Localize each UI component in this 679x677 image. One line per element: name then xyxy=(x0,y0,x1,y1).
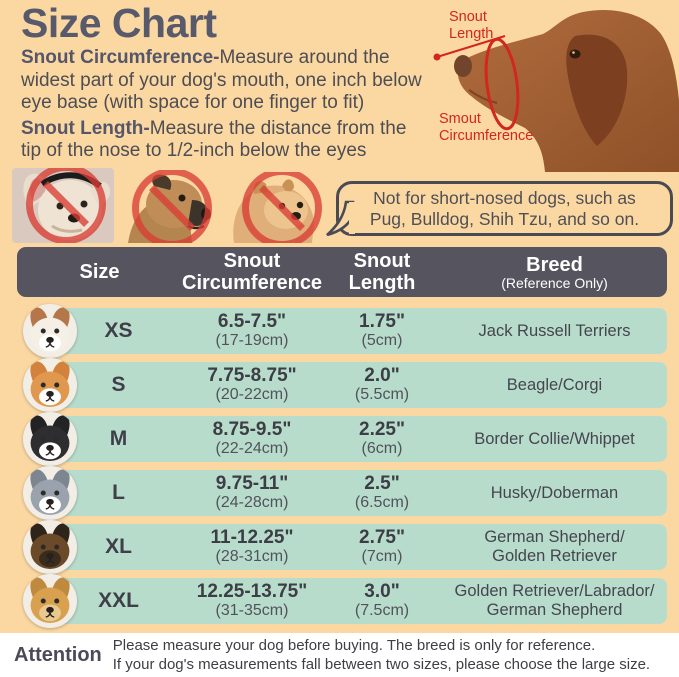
border-collie-avatar xyxy=(23,412,77,466)
pug-photo xyxy=(118,170,220,243)
attention-text: Please measure your dog before buying. T… xyxy=(112,637,651,673)
circumference-cell: 9.75-11" (24-28cm) xyxy=(215,473,289,512)
attention-label: Attention xyxy=(14,643,102,666)
table-row: S 7.75-8.75" (20-22cm) 2.0" (5.5cm) Beagle… xyxy=(17,358,667,412)
size-value: XL xyxy=(105,535,132,558)
instruction-line: Snout Circumference-Measure around the xyxy=(21,47,390,68)
size-value: L xyxy=(112,481,125,504)
instruction-line: tip of the nose to 1/2-inch below the ey… xyxy=(21,140,367,161)
snout-circumference-label: Smout Circumference xyxy=(439,111,534,144)
circumference-cell: 12.25-13.75" (31-35cm) xyxy=(196,581,308,620)
golden-retriever-avatar xyxy=(23,574,77,628)
corgi-avatar xyxy=(23,358,77,412)
breed-cell: Golden Retriever/Labrador/German Shepher… xyxy=(454,582,655,619)
table-row: XL 11-12.25" (28-31cm) 2.75" (7cm) German … xyxy=(17,520,667,574)
french-bulldog-photo xyxy=(12,168,114,243)
col-header-snout-circumference: Snout Circumference xyxy=(182,250,323,294)
col-header-snout-length: Snout Length xyxy=(348,250,416,294)
instruction-line: widest part of your dog's mouth, one inc… xyxy=(21,69,422,91)
page-title: Size Chart xyxy=(21,0,217,46)
breed-cell: German Shepherd/Golden Retriever xyxy=(484,528,625,565)
table-row: XS 6.5-7.5" (17-19cm) 1.75" (5cm) Jack Rus… xyxy=(17,304,667,358)
no-sign-icon xyxy=(242,172,322,243)
breed-cell: Husky/Doberman xyxy=(490,483,619,502)
col-header-breed: Breed (Reference Only) xyxy=(501,253,608,291)
length-cell: 2.0" (5.5cm) xyxy=(354,365,410,404)
breed-cell: Border Collie/Whippet xyxy=(474,429,635,448)
col-header-size: Size xyxy=(79,261,120,283)
no-sign-icon xyxy=(26,168,106,243)
instruction-line: eye base (with space for one finger to f… xyxy=(21,92,365,113)
no-sign-icon xyxy=(132,170,212,243)
snout-length-label: Snout Length xyxy=(449,9,494,42)
size-value: S xyxy=(111,373,126,396)
snout-length-line xyxy=(436,35,506,58)
measure-dot-icon xyxy=(433,53,441,61)
bubble-tail xyxy=(326,200,355,236)
breed-cell: Jack Russell Terriers xyxy=(478,321,631,340)
snout-circumference-term: Snout Circumference- xyxy=(21,47,220,68)
husky-avatar xyxy=(23,466,77,520)
length-cell: 2.25" (6cm) xyxy=(359,419,405,458)
jack-russell-terrier-avatar xyxy=(23,304,77,358)
size-table-header: Size Snout Circumference Snout Length Br… xyxy=(17,247,667,297)
instruction-line: Snout Length-Measure the distance from t… xyxy=(21,117,407,139)
table-row: XXL 12.25-13.75" (31-35cm) 3.0" (7.5cm) Go… xyxy=(17,574,667,628)
breed-cell: Beagle/Corgi xyxy=(506,375,603,394)
circumference-cell: 11-12.25" (28-31cm) xyxy=(210,527,294,566)
length-cell: 3.0" (7.5cm) xyxy=(354,581,410,620)
vizsla-head-illustration xyxy=(433,10,679,172)
length-cell: 2.5" (6.5cm) xyxy=(354,473,410,512)
size-value: M xyxy=(109,427,128,450)
length-cell: 2.75" (7cm) xyxy=(359,527,405,566)
warning-bubble: Not for short-nosed dogs, such as Pug, B… xyxy=(326,181,673,236)
attention-bar: Attention Please measure your dog before… xyxy=(0,633,679,677)
circumference-cell: 8.75-9.5" (22-24cm) xyxy=(212,419,292,458)
size-value: XXL xyxy=(98,589,139,612)
measuring-instructions: Snout Circumference-Measure around the w… xyxy=(21,47,422,163)
dog-head-measurement-diagram: Snout Length Smout Circumference xyxy=(425,0,679,172)
table-row: L 9.75-11" (24-28cm) 2.5" (6.5cm) Husky/Do… xyxy=(17,466,667,520)
snout-length-term: Snout Length- xyxy=(21,117,150,139)
length-cell: 1.75" (5cm) xyxy=(359,311,405,350)
german-shepherd-avatar xyxy=(23,520,77,574)
pomeranian-photo xyxy=(224,172,322,243)
circumference-cell: 6.5-7.5" (17-19cm) xyxy=(215,311,289,350)
circumference-cell: 7.75-8.75" (20-22cm) xyxy=(207,365,297,404)
table-row: M 8.75-9.5" (22-24cm) 2.25" (6cm) Border C… xyxy=(17,412,667,466)
size-value: XS xyxy=(104,319,133,342)
